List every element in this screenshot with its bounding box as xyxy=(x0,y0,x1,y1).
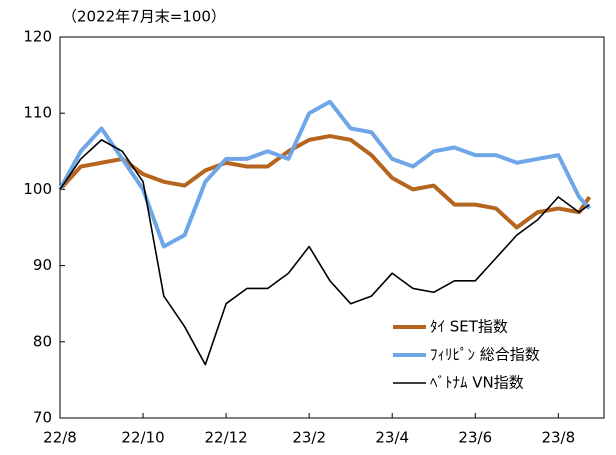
y-tick-label: 90 xyxy=(33,256,52,274)
x-tick-label: 22/12 xyxy=(204,429,247,447)
y-tick-label: 100 xyxy=(23,180,52,198)
x-tick-label: 23/4 xyxy=(375,429,409,447)
series-line xyxy=(58,99,591,249)
y-tick-label: 80 xyxy=(33,332,52,350)
legend-label: ﾍﾞﾄﾅﾑ VN指数 xyxy=(430,374,524,392)
x-tick-label: 23/6 xyxy=(458,429,492,447)
series-line xyxy=(59,139,590,366)
y-tick-label: 110 xyxy=(23,104,52,122)
x-tick-label: 23/8 xyxy=(541,429,575,447)
plot-frame xyxy=(59,36,605,419)
y-tick-label: 120 xyxy=(23,28,52,46)
chart-subtitle: （2022年7月末=100） xyxy=(62,8,226,26)
y-tick-label: 70 xyxy=(33,409,52,427)
x-tick-label: 22/8 xyxy=(43,429,77,447)
legend-label: ﾀｲ SET指数 xyxy=(430,318,508,336)
legend-label: ﾌｨﾘﾋﾟﾝ 総合指数 xyxy=(430,346,540,364)
series-line xyxy=(58,134,592,230)
x-tick-label: 22/10 xyxy=(121,429,164,447)
x-tick-label: 23/2 xyxy=(292,429,326,447)
